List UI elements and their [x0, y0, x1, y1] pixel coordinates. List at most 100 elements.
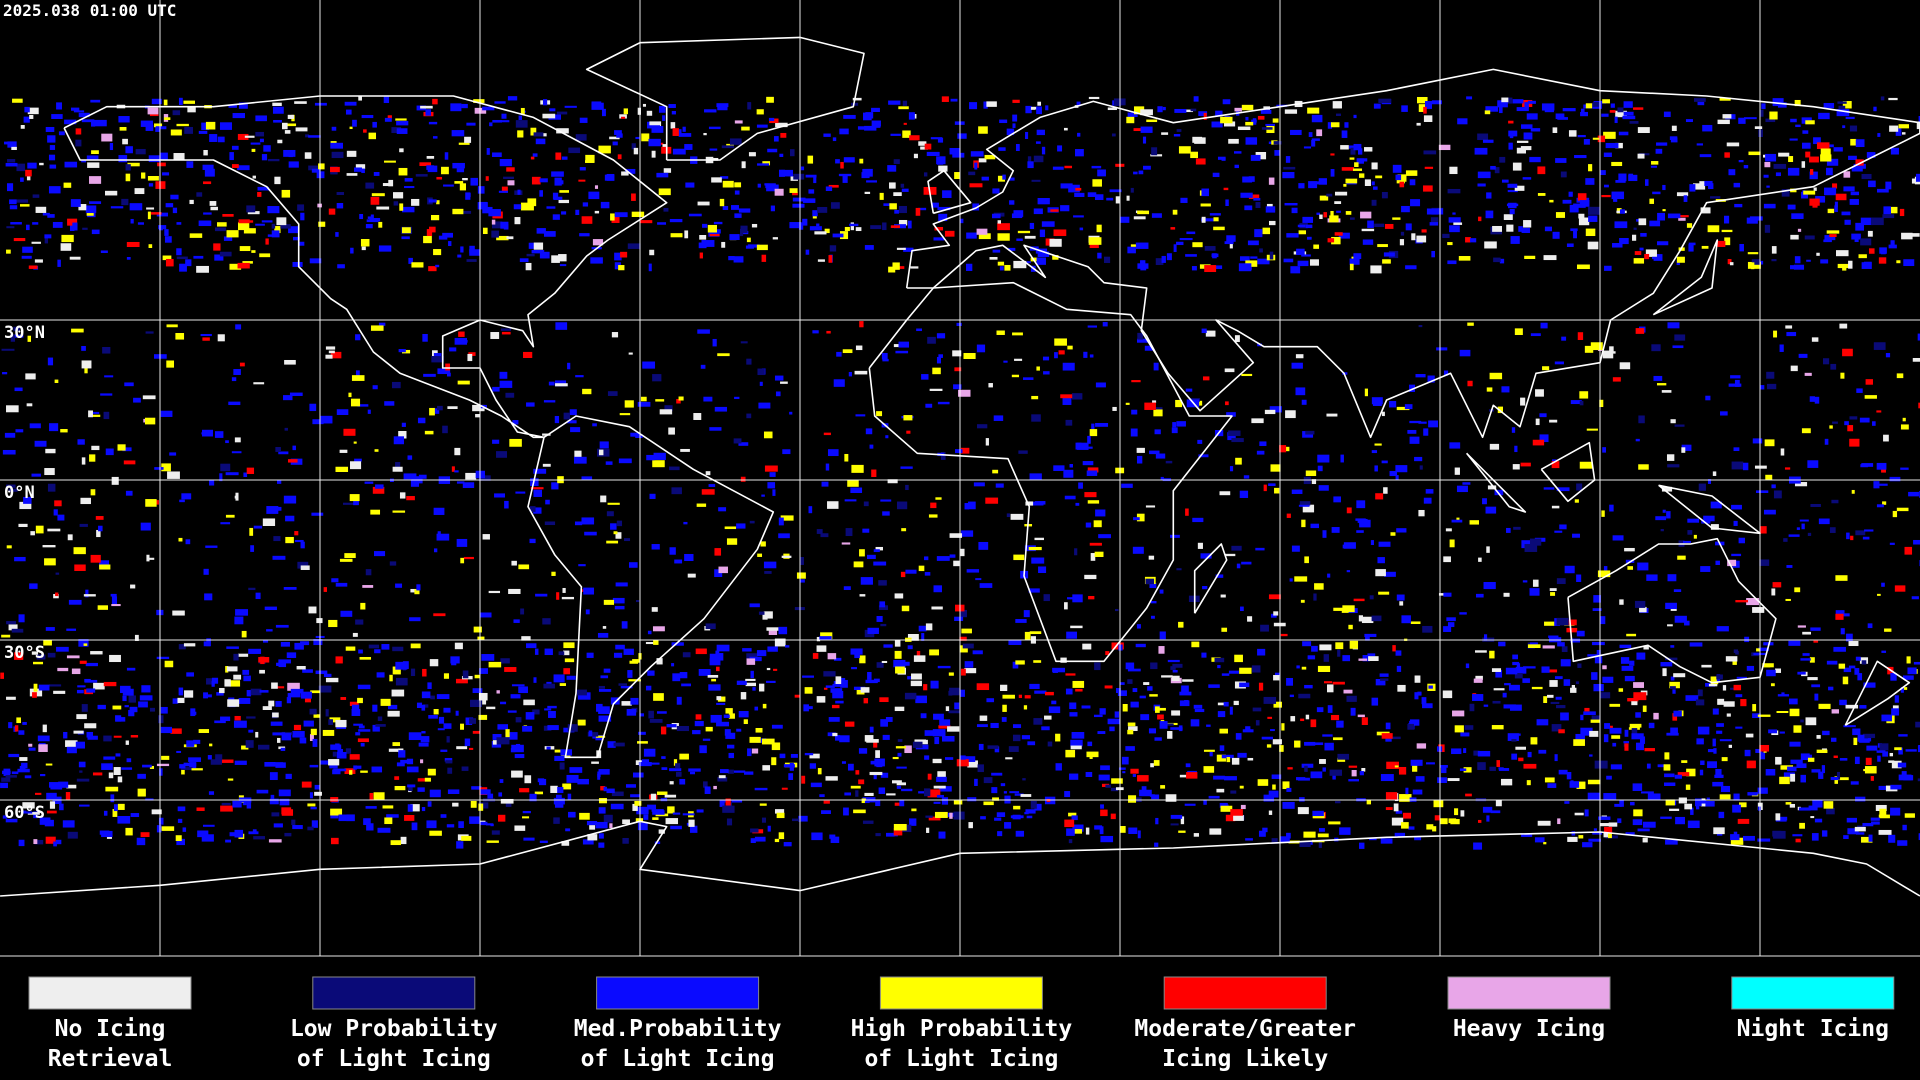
latitude-label: 30°N: [4, 323, 45, 343]
icing-cell: [1868, 834, 1873, 842]
icing-cell: [85, 662, 98, 667]
icing-cell: [1485, 506, 1497, 514]
icing-cell: [1624, 743, 1629, 751]
icing-cell: [929, 649, 940, 656]
icing-cell: [1801, 428, 1811, 434]
icing-cell: [757, 368, 765, 376]
icing-cell: [1510, 236, 1520, 244]
icing-cell: [482, 534, 490, 540]
icing-cell: [1667, 624, 1673, 627]
icing-cell: [1203, 799, 1207, 805]
icing-cell: [703, 781, 708, 788]
icing-cell: [1014, 358, 1023, 361]
icing-cell: [1330, 153, 1335, 156]
icing-cell: [1818, 112, 1830, 120]
icing-cell: [1759, 744, 1770, 752]
icing-cell: [1175, 399, 1183, 408]
icing-cell: [1738, 159, 1744, 163]
icing-cell: [875, 833, 881, 837]
icing-cell: [78, 639, 89, 647]
icing-cell: [997, 220, 1001, 224]
icing-cell: [1890, 147, 1899, 155]
icing-cell: [756, 109, 764, 115]
icing-cell: [1339, 827, 1351, 835]
icing-cell: [862, 820, 874, 824]
icing-cell: [1870, 775, 1874, 781]
icing-cell: [1417, 691, 1422, 696]
icing-cell: [81, 457, 86, 465]
icing-cell: [1719, 97, 1731, 101]
icing-cell: [1507, 190, 1518, 193]
icing-cell: [603, 668, 611, 673]
icing-cell: [905, 569, 917, 574]
icing-cell: [133, 397, 141, 403]
icing-cell: [561, 596, 575, 600]
icing-cell: [1203, 766, 1215, 773]
icing-cell: [809, 753, 820, 759]
icing-cell: [1190, 151, 1198, 159]
icing-cell: [140, 522, 151, 531]
icing-cell: [204, 168, 215, 177]
icing-cell: [552, 192, 559, 200]
icing-cell: [591, 101, 602, 109]
icing-cell: [1119, 682, 1125, 685]
icing-cell: [1099, 826, 1104, 835]
icing-cell: [743, 719, 748, 725]
icing-cell: [1076, 442, 1089, 450]
icing-cell: [88, 414, 101, 417]
icing-cell: [1508, 120, 1514, 124]
icing-cell: [656, 791, 668, 795]
icing-cell: [1161, 255, 1166, 263]
icing-cell: [1515, 666, 1527, 674]
icing-cell: [723, 714, 730, 718]
icing-cell: [1734, 379, 1740, 387]
icing-cell: [607, 502, 620, 505]
icing-cell: [407, 784, 416, 788]
icing-cell: [209, 479, 215, 486]
icing-cell: [1261, 736, 1274, 740]
icing-cell: [1804, 235, 1815, 240]
icing-cell: [307, 803, 316, 807]
icing-cell: [1077, 132, 1081, 137]
icing-cell: [1142, 136, 1147, 144]
icing-cell: [1918, 402, 1920, 409]
icing-cell: [1089, 429, 1098, 437]
icing-cell: [1416, 122, 1421, 126]
icing-cell: [351, 375, 365, 381]
icing-cell: [999, 266, 1004, 271]
icing-cell: [579, 167, 586, 171]
icing-cell: [675, 771, 682, 777]
icing-cell: [1784, 467, 1791, 470]
icing-cell: [112, 809, 118, 817]
icing-cell: [1086, 751, 1099, 758]
icing-cell: [1350, 707, 1356, 716]
icing-cell: [858, 779, 865, 785]
icing-cell: [1860, 238, 1872, 246]
icing-cell: [1656, 383, 1667, 386]
icing-cell: [196, 265, 209, 273]
icing-cell: [1859, 738, 1870, 743]
icing-cell: [1689, 184, 1696, 192]
icing-cell: [758, 611, 765, 615]
icing-cell: [1838, 105, 1846, 113]
icing-cell: [804, 752, 814, 756]
icing-cell: [245, 740, 254, 748]
icing-cell: [653, 693, 664, 701]
icing-cell: [1478, 819, 1482, 823]
icing-cell: [850, 222, 854, 231]
icing-cell: [1540, 322, 1548, 329]
icing-cell: [1894, 695, 1899, 703]
icing-cell: [844, 226, 850, 232]
icing-cell: [1193, 704, 1203, 709]
icing-cell: [1829, 527, 1836, 533]
icing-cell: [1667, 213, 1681, 219]
icing-cell: [1908, 491, 1919, 497]
icing-cell: [1877, 133, 1881, 137]
icing-cell: [926, 827, 930, 833]
icing-cell: [1799, 822, 1805, 829]
icing-cell: [176, 750, 182, 753]
icing-cell: [1225, 814, 1236, 822]
icing-cell: [414, 589, 420, 595]
icing-cell: [1535, 418, 1540, 426]
icing-cell: [1721, 757, 1728, 762]
